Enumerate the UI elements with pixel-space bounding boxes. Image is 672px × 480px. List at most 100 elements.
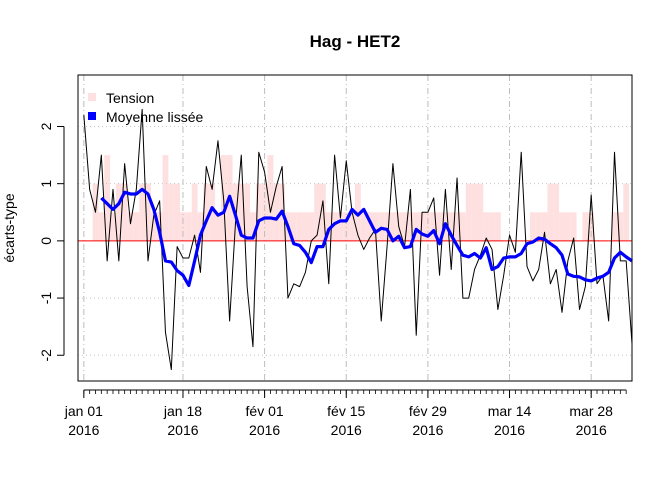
y-tick-label: -2: [38, 349, 54, 362]
tension-bar: [308, 212, 315, 241]
x-tick-label: jan 01: [64, 403, 103, 419]
tension-bar: [250, 212, 256, 241]
tension-bar: [360, 212, 367, 241]
tension-bar: [349, 212, 355, 241]
tension-bar: [244, 183, 251, 241]
tension-bar: [471, 183, 478, 241]
tension-bar: [325, 212, 332, 241]
tension-bar: [588, 212, 595, 241]
x-tick-year-label: 2016: [576, 422, 607, 438]
y-tick-label: -1: [38, 292, 54, 305]
x-tick-year-label: 2016: [68, 422, 99, 438]
tension-bar: [570, 212, 577, 241]
y-tick-label: 1: [38, 180, 54, 188]
tension-bar: [529, 212, 536, 241]
tension-bar: [133, 212, 140, 241]
tension-bar: [197, 212, 204, 241]
tension-bar: [203, 183, 210, 241]
legend-label-moyenne-lissee: Moyenne lissée: [106, 109, 203, 125]
tension-bar: [215, 212, 221, 241]
grid: [78, 75, 632, 381]
tension-bar: [337, 212, 344, 241]
tension-bar: [384, 212, 390, 241]
tension-bar: [145, 183, 151, 241]
tension-bar: [110, 212, 116, 241]
tension-bar: [343, 212, 350, 241]
tension-bar: [436, 212, 443, 241]
tension-bar: [389, 212, 396, 241]
x-tick-label: fév 01: [246, 403, 284, 419]
tension-bar: [430, 212, 437, 241]
x-tick-year-label: 2016: [494, 422, 525, 438]
tension-bar: [150, 212, 157, 241]
tension-bar: [98, 212, 105, 241]
legend-swatch-moyenne-lissee: [88, 112, 96, 120]
tension-bars: [92, 155, 630, 241]
tension-bar: [541, 212, 548, 241]
tension-bar: [162, 155, 169, 241]
tension-bar: [139, 183, 146, 241]
y-axis-label: écarts-type: [1, 193, 17, 262]
tension-bar: [104, 155, 111, 241]
y-axis: -2 -1 0 1 2: [38, 122, 65, 362]
tension-bar: [261, 183, 268, 241]
tension-bar: [454, 212, 460, 241]
tension-bar: [290, 212, 297, 241]
tension-bar: [267, 155, 274, 241]
tension-bar: [401, 212, 408, 241]
tension-bar: [617, 212, 624, 241]
tension-bar: [483, 212, 490, 241]
tension-bar: [320, 183, 326, 241]
tension-bar: [355, 183, 361, 241]
tension-bar: [459, 212, 466, 241]
x-tick-label: jan 18: [163, 403, 202, 419]
smoothed-series-line: [100, 187, 633, 288]
tension-bar: [238, 183, 245, 241]
x-tick-label: mar 14: [488, 403, 532, 419]
legend: Tension Moyenne lissée: [88, 90, 203, 125]
tension-bar: [209, 183, 216, 241]
y-tick-label: 2: [38, 122, 54, 130]
y-tick-label: 0: [38, 237, 54, 245]
tension-bar: [121, 183, 128, 241]
tension-bar: [424, 212, 431, 241]
tension-bar: [559, 212, 565, 241]
tension-bar: [168, 183, 175, 241]
tension-bar: [115, 183, 122, 241]
tension-bar: [174, 183, 181, 241]
tension-bar: [419, 212, 425, 241]
x-tick-year-label: 2016: [412, 422, 443, 438]
tension-bar: [180, 212, 186, 241]
tension-bar: [185, 212, 192, 241]
tension-bar: [296, 212, 303, 241]
tension-bar: [582, 212, 589, 241]
tension-bar: [448, 212, 455, 241]
tension-bar: [489, 212, 495, 241]
tension-bar: [372, 212, 379, 241]
x-tick-year-label: 2016: [249, 422, 280, 438]
tension-bar: [255, 183, 262, 241]
chart-title: Hag - HET2: [310, 32, 401, 51]
x-tick-label: mar 28: [569, 403, 613, 419]
tension-bar: [611, 212, 618, 241]
raw-series-line: [83, 108, 633, 371]
tension-bar: [535, 212, 542, 241]
tension-bar: [465, 183, 472, 241]
legend-label-tension: Tension: [106, 90, 154, 106]
tension-bar: [273, 183, 280, 241]
tension-bar: [547, 183, 554, 241]
tension-bar: [564, 212, 571, 241]
tension-bar: [302, 212, 309, 241]
tension-bar: [407, 212, 414, 241]
x-tick-year-label: 2016: [331, 422, 362, 438]
legend-swatch-tension: [88, 93, 96, 101]
plot-frame: [77, 74, 633, 382]
x-tick-label: fév 29: [409, 403, 447, 419]
tension-bar: [553, 183, 560, 241]
tension-bar: [477, 183, 484, 241]
tension-bar: [366, 212, 373, 241]
x-tick-year-label: 2016: [167, 422, 198, 438]
tension-bar: [191, 183, 198, 241]
x-axis: jan 01 2016 jan 18 2016 fév 01 2016 fév 15 2016…: [64, 389, 627, 438]
